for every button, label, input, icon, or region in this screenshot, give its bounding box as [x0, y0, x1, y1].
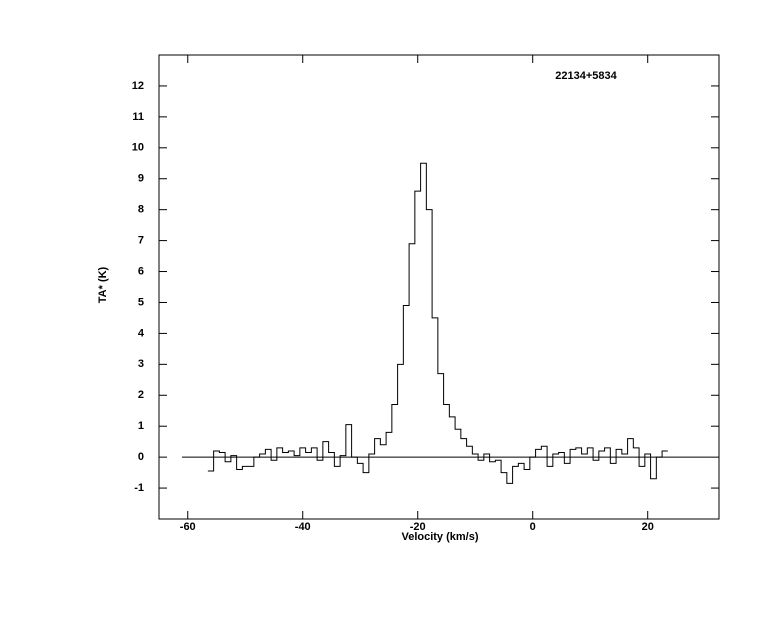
y-tick-label: 4 [138, 327, 145, 339]
plot-frame [158, 54, 720, 520]
y-tick-label: 3 [138, 358, 144, 370]
y-tick-label: 9 [138, 173, 144, 185]
y-tick-label: 6 [138, 265, 144, 277]
y-tick-label: 1 [138, 420, 144, 432]
spectrum [207, 162, 668, 484]
y-axis-label: TA* (K) [97, 266, 109, 303]
y-tick-label: 2 [138, 389, 144, 401]
y-tick-label: 0 [138, 451, 144, 463]
y-tick-label: -1 [134, 482, 144, 494]
y-tick-label: 7 [138, 235, 144, 247]
x-tick-label: -40 [295, 521, 311, 533]
annotation: 22134+5834 [555, 70, 617, 82]
x-tick-label: 0 [530, 521, 536, 533]
y-tick-label: 11 [132, 111, 144, 123]
y-tick-label: 10 [132, 142, 144, 154]
y-tick-label: 5 [138, 296, 144, 308]
x-tick-label: 20 [642, 521, 654, 533]
y-tick-label: 8 [138, 204, 144, 216]
x-axis-label: Velocity (km/s) [401, 531, 478, 543]
x-tick-label: -60 [180, 521, 196, 533]
x-tick-label: -20 [410, 521, 426, 533]
y-tick-label: 12 [132, 80, 144, 92]
